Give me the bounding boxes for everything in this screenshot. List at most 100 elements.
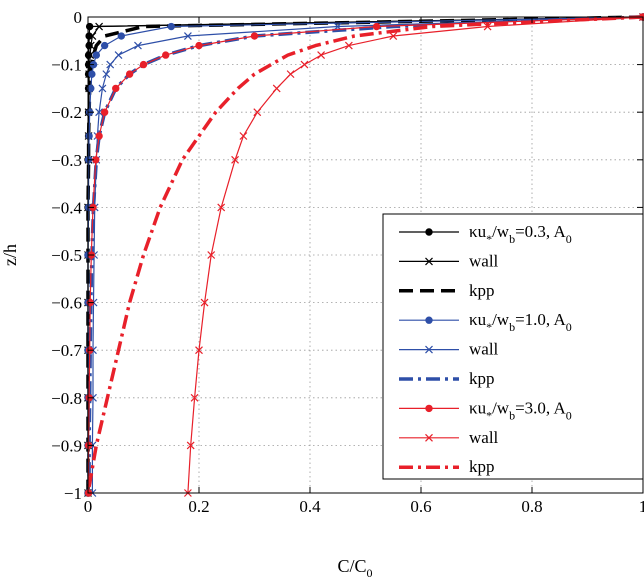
legend-label: kpp: [469, 369, 495, 388]
legend-label-part: 0: [566, 408, 572, 422]
data-point: [95, 22, 104, 31]
x-axis-label-main: C/C: [337, 556, 366, 576]
data-point: [300, 60, 309, 69]
data-point: [372, 22, 381, 31]
legend-entry: wall: [399, 340, 499, 359]
legend-label-part: /w: [492, 398, 510, 417]
data-point: [98, 84, 107, 93]
x-tick-label: 0: [84, 497, 93, 516]
data-point: [425, 228, 433, 236]
data-point: [100, 108, 109, 116]
data-point: [317, 51, 326, 60]
data-point: [88, 70, 96, 78]
data-point: [425, 345, 433, 354]
y-axis-label: z/h: [0, 244, 20, 266]
legend-entry: κu*/wb=1.0, A0: [399, 310, 572, 334]
data-point: [272, 84, 281, 93]
legend-entry: kpp: [399, 369, 495, 388]
data-point: [195, 346, 203, 355]
series-line: [91, 16, 644, 493]
legend-label: kpp: [469, 457, 495, 476]
y-tick-label: −0.9: [51, 436, 82, 455]
data-point: [425, 404, 433, 413]
data-point: [125, 70, 134, 78]
legend-label: κu*/wb=1.0, A0: [469, 310, 572, 334]
legend-label-part: =0.3, A: [515, 222, 566, 241]
legend-label-part: *: [486, 408, 492, 422]
legend-label-part: b: [509, 408, 515, 422]
y-tick-label: −0.7: [51, 341, 82, 360]
data-point: [186, 441, 195, 450]
y-tick-label: −0.3: [51, 151, 82, 170]
data-point: [114, 51, 123, 60]
data-point: [217, 203, 226, 212]
legend-label-part: *: [486, 320, 492, 334]
x-tick-label: 0.2: [188, 497, 209, 516]
legend-label: wall: [469, 340, 499, 359]
data-point: [167, 22, 175, 31]
x-tick-label: 0.4: [299, 497, 321, 516]
tick-layer: 0 0.2 0.4 0.6 0.8 1 0 −0.1 −0.2 −0.3 −0.4 −0.5 −0.6 −…: [51, 8, 644, 516]
y-tick-label: −0.8: [51, 389, 82, 408]
legend-label: wall: [469, 251, 499, 270]
legend-entry: κu*/wb=3.0, A0: [399, 398, 572, 422]
legend-label-part: 0: [566, 320, 572, 334]
legend-entry: wall: [399, 428, 499, 447]
data-point: [195, 41, 203, 50]
legend-label-part: κu: [469, 310, 487, 329]
x-axis-label-sub: 0: [367, 566, 373, 579]
y-tick-label: −0.6: [51, 294, 82, 313]
data-point: [200, 298, 209, 307]
x-axis-label: C/C0: [337, 556, 372, 579]
data-point: [253, 108, 262, 117]
legend-entry: wall: [399, 251, 499, 270]
data-point: [483, 22, 492, 31]
legend-label: kpp: [469, 281, 495, 300]
data-point: [425, 433, 433, 442]
series-9: [86, 15, 644, 494]
data-point: [106, 60, 115, 69]
series-7: [84, 13, 644, 497]
legend-entry: κu*/wb=0.3, A0: [399, 222, 572, 246]
legend-label: wall: [469, 428, 499, 447]
data-point: [112, 84, 120, 93]
series-line: [86, 15, 644, 494]
series-8: [183, 13, 644, 497]
y-tick-label: −0.1: [51, 56, 82, 75]
legend-box: [382, 213, 644, 480]
data-point: [425, 257, 433, 266]
x-tick-label: 0.6: [410, 497, 431, 516]
data-point: [95, 108, 104, 117]
data-point: [250, 32, 259, 40]
legend-label-part: =3.0, A: [515, 398, 566, 417]
data-point: [102, 70, 111, 79]
data-point: [134, 41, 142, 50]
data-point: [162, 51, 170, 59]
y-tick-label: −1: [64, 484, 82, 503]
x-tick-label: 1: [639, 497, 644, 516]
data-point: [100, 41, 109, 50]
data-point: [117, 32, 126, 40]
legend-label-part: κu: [469, 398, 487, 417]
y-tick-label: 0: [74, 8, 83, 27]
data-point: [183, 32, 192, 40]
legend-label-part: b: [509, 232, 515, 246]
legend-label-part: /w: [492, 222, 510, 241]
data-point: [85, 32, 93, 40]
legend-label-part: 0: [566, 232, 572, 246]
data-point: [286, 70, 295, 79]
data-point: [389, 32, 398, 40]
legend-label-part: b: [509, 320, 515, 334]
data-point: [85, 132, 93, 140]
data-point: [190, 393, 199, 402]
x-tick-label: 0.8: [521, 497, 542, 516]
data-point: [139, 60, 148, 69]
legend-label-part: /w: [492, 310, 510, 329]
legend-label-part: κu: [469, 222, 487, 241]
data-point: [425, 316, 433, 324]
legend-label: κu*/wb=0.3, A0: [469, 222, 572, 246]
legend-label-part: *: [486, 232, 492, 246]
data-point: [95, 132, 103, 140]
